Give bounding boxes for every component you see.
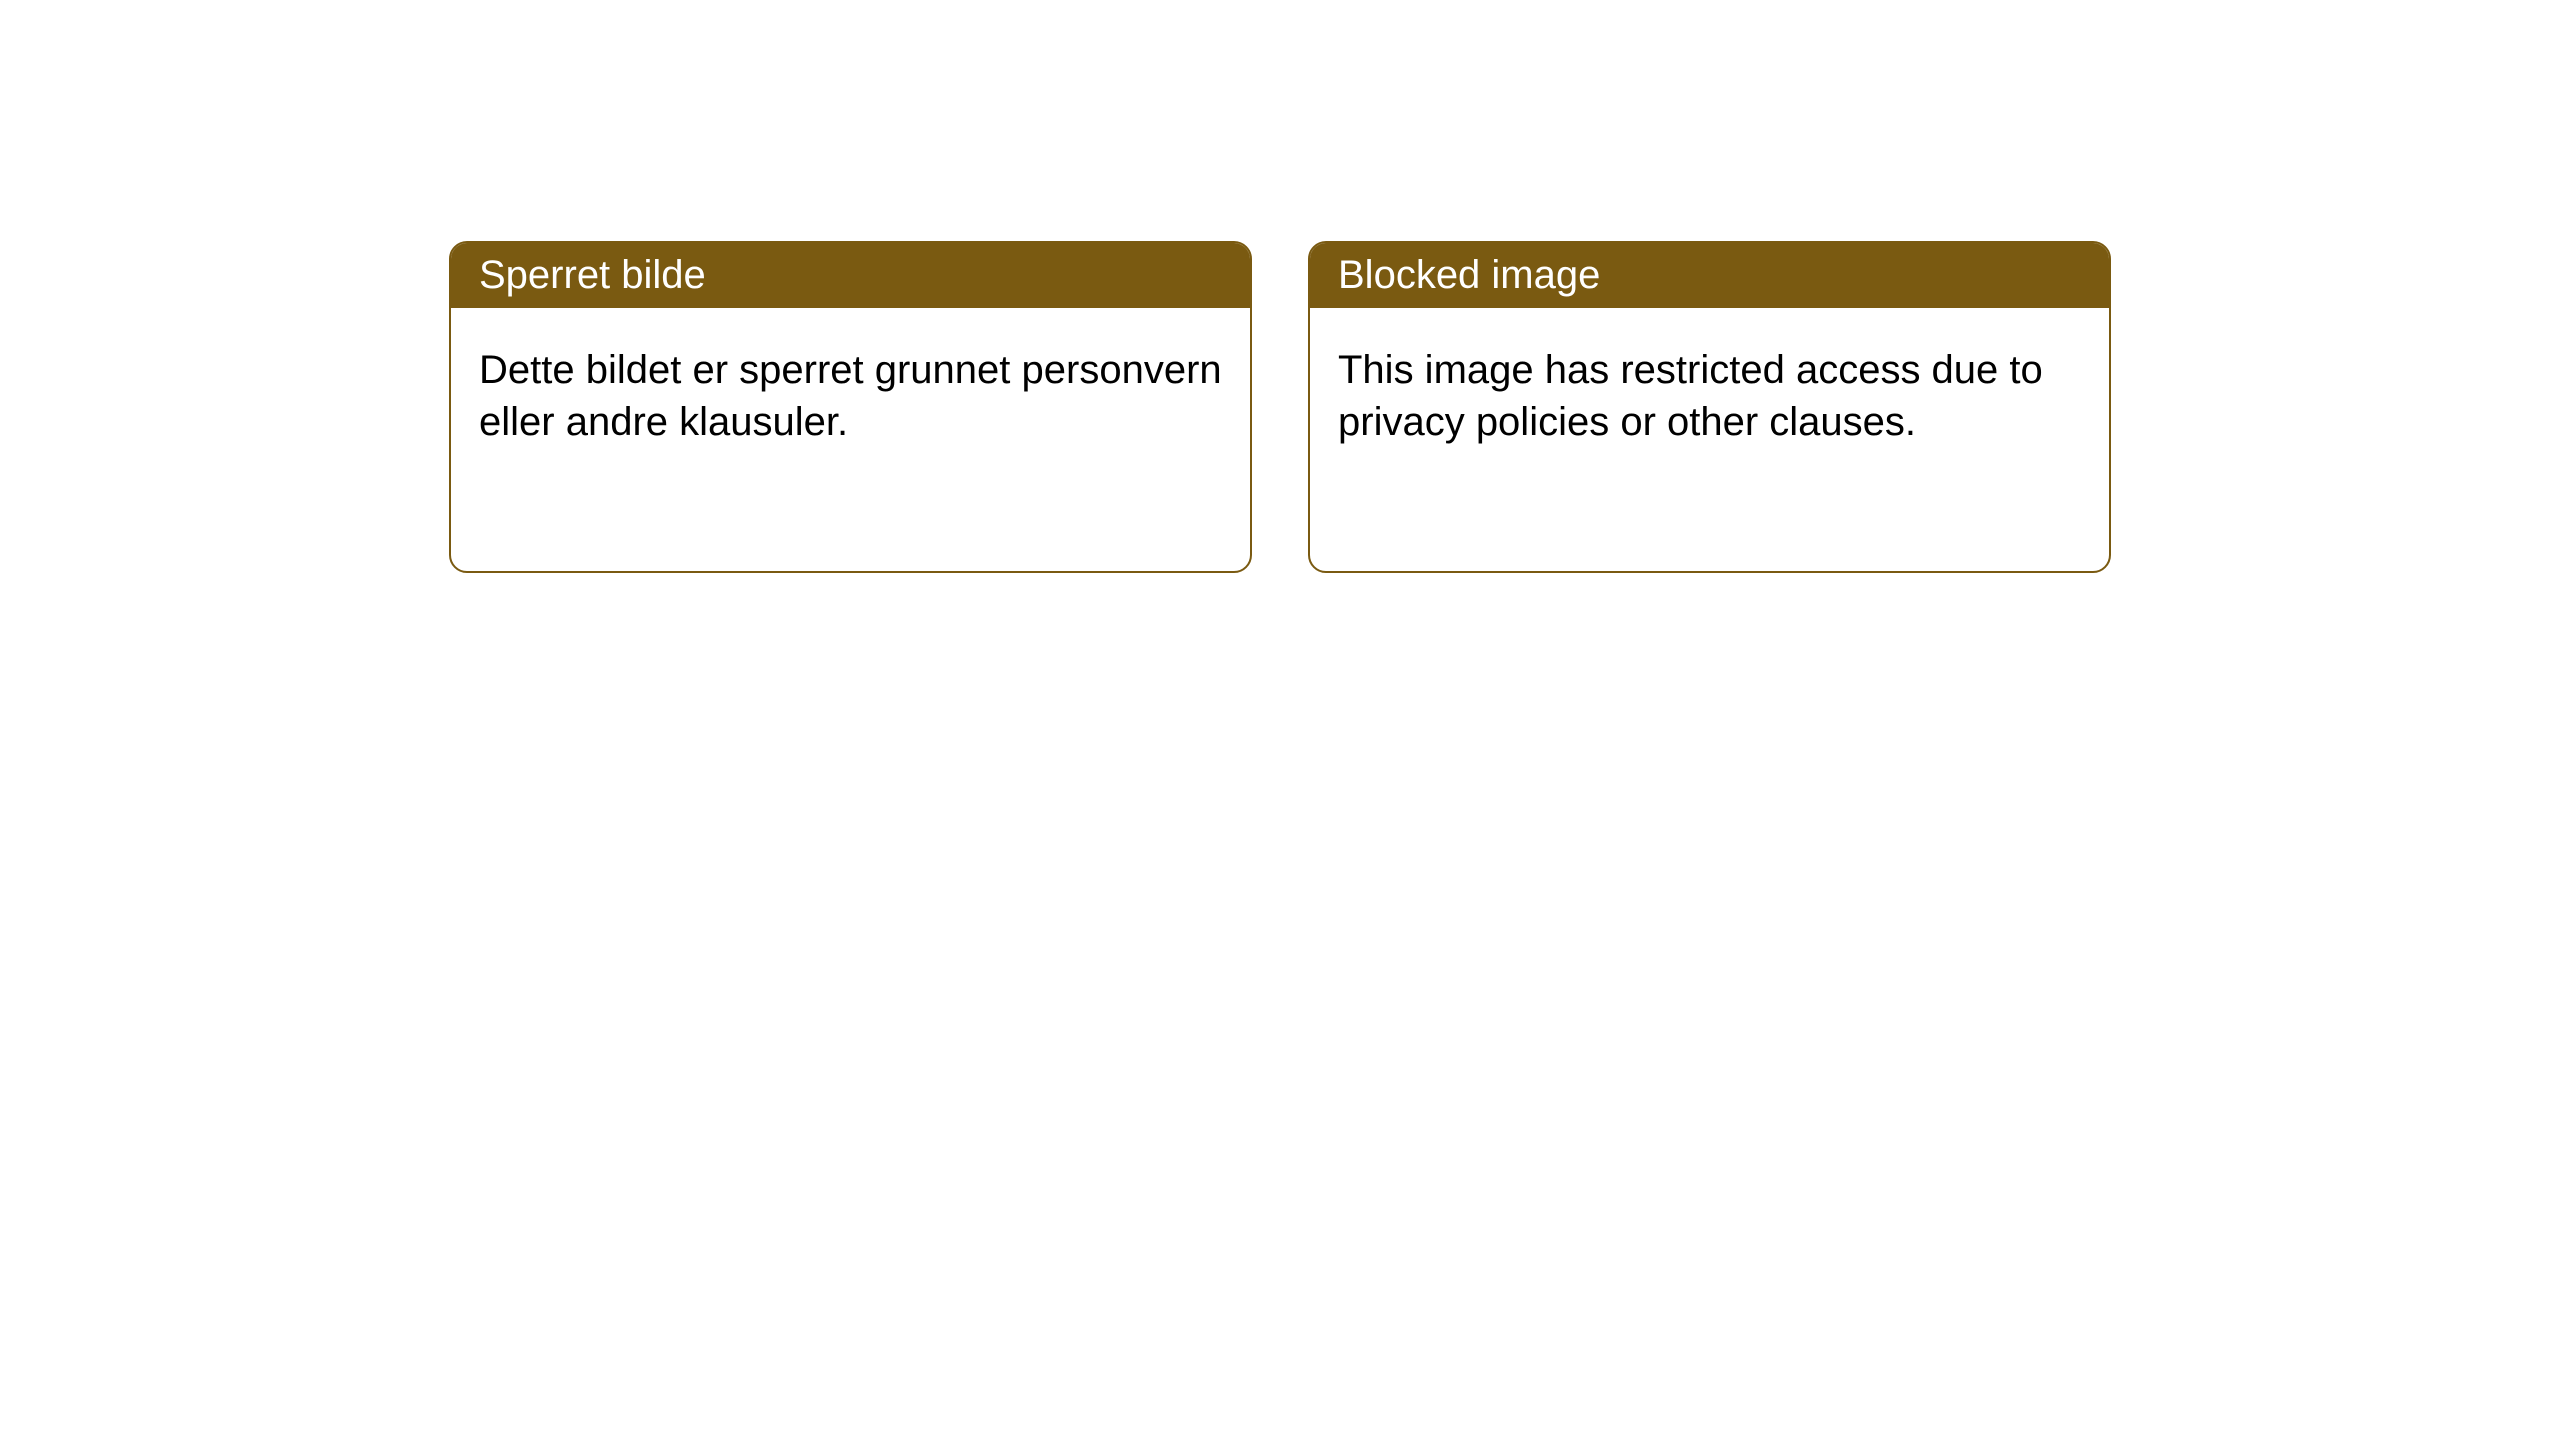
card-header: Sperret bilde xyxy=(451,243,1250,308)
notice-card-english: Blocked image This image has restricted … xyxy=(1308,241,2111,573)
card-body: This image has restricted access due to … xyxy=(1310,308,2109,484)
card-header: Blocked image xyxy=(1310,243,2109,308)
card-header-text: Blocked image xyxy=(1338,253,1600,297)
card-body-text: Dette bildet er sperret grunnet personve… xyxy=(479,348,1222,444)
card-body: Dette bildet er sperret grunnet personve… xyxy=(451,308,1250,484)
card-header-text: Sperret bilde xyxy=(479,253,706,297)
card-body-text: This image has restricted access due to … xyxy=(1338,348,2043,444)
notice-card-norwegian: Sperret bilde Dette bildet er sperret gr… xyxy=(449,241,1252,573)
notice-container: Sperret bilde Dette bildet er sperret gr… xyxy=(0,0,2560,573)
